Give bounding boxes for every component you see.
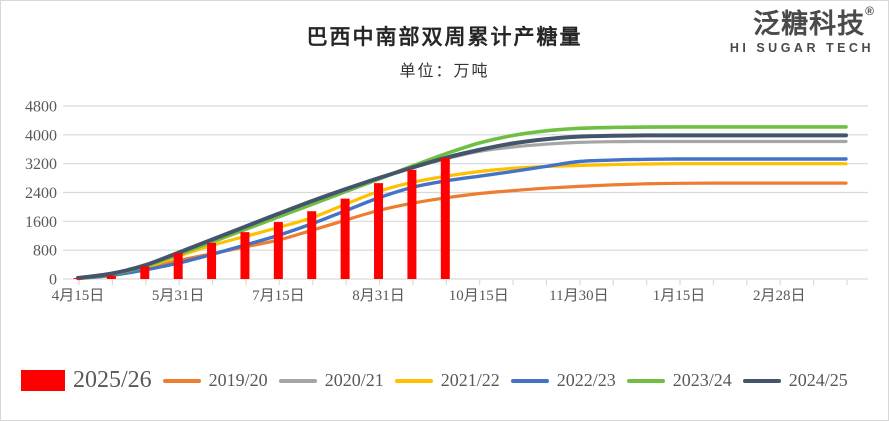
legend-item-2022-23: 2022/23 xyxy=(510,370,616,391)
chart-bar xyxy=(173,253,183,279)
legend-item-2021-22: 2021/22 xyxy=(394,370,500,391)
y-axis-label: 4000 xyxy=(25,127,57,144)
x-axis-label: 5月31日 xyxy=(152,288,205,304)
chart-bar xyxy=(140,266,150,279)
registered-trademark-icon: ® xyxy=(865,4,874,18)
chart-bar xyxy=(207,242,217,279)
chart-line-2023-24 xyxy=(76,125,848,281)
legend-swatch-bar xyxy=(21,370,65,391)
legend-swatch-line xyxy=(742,378,781,383)
chart-legend: 2025/26 2019/20 2020/21 2021/22 2022/23 2023/… xyxy=(1,367,888,394)
chart-bar xyxy=(273,222,283,279)
legend-item-2020-21: 2020/21 xyxy=(278,370,384,391)
chart-line-2024-25 xyxy=(76,133,848,280)
legend-item-2024-25: 2024/25 xyxy=(742,370,848,391)
chart-bar xyxy=(307,211,317,279)
legend-item-2023-24: 2023/24 xyxy=(626,370,732,391)
chart-line-2022-23 xyxy=(76,157,848,281)
legend-label: 2019/20 xyxy=(208,370,268,390)
x-axis-label: 2月28日 xyxy=(753,288,806,304)
x-axis-label: 7月15日 xyxy=(252,288,305,304)
brand-tagline: HI SUGAR TECH xyxy=(729,41,874,55)
legend-item-2019-20: 2019/20 xyxy=(162,370,268,391)
chart-bar xyxy=(73,278,83,279)
chart-bar xyxy=(440,157,450,279)
legend-label: 2024/25 xyxy=(788,370,848,390)
production-chart: 0 800 1600 2400 3200 4000 4800 4月15日 5月31日 7月15日 8… xyxy=(25,99,868,304)
x-axis-label: 11月30日 xyxy=(549,288,608,304)
y-axis-label: 4800 xyxy=(25,99,57,116)
chart-bar xyxy=(240,232,250,279)
y-axis-label: 3200 xyxy=(25,156,57,173)
legend-swatch-line xyxy=(626,378,665,383)
legend-label: 2022/23 xyxy=(556,370,616,390)
chart-bar xyxy=(340,198,350,279)
y-axis-label: 2400 xyxy=(25,185,57,202)
y-axis-label: 0 xyxy=(49,272,57,289)
chart-unit-subtitle: 单位：万吨 xyxy=(399,63,490,80)
legend-label: 2023/24 xyxy=(672,370,732,390)
x-axis-label: 8月31日 xyxy=(352,288,405,304)
legend-label: 2021/22 xyxy=(440,370,500,390)
x-axis-label: 1月15日 xyxy=(653,288,706,304)
x-axis-label: 10月15日 xyxy=(449,288,509,304)
x-axis-label: 4月15日 xyxy=(52,288,105,304)
legend-label: 2025/26 xyxy=(73,367,152,393)
chart-title: 巴西中南部双周累计产糖量 xyxy=(306,25,583,49)
legend-item-2025-26: 2025/26 xyxy=(21,367,152,394)
chart-bar xyxy=(374,183,384,279)
y-axis-label: 1600 xyxy=(25,214,57,231)
legend-swatch-line xyxy=(162,378,201,383)
brand-name: 泛糖科技 xyxy=(753,9,866,39)
chart-bar xyxy=(106,275,116,279)
legend-label: 2020/21 xyxy=(324,370,384,390)
chart-bar xyxy=(407,169,417,279)
legend-swatch-line xyxy=(278,378,317,383)
brand-logo: 泛糖科技® HI SUGAR TECH xyxy=(729,5,874,55)
chart-line-2019-20 xyxy=(76,181,848,280)
y-axis-label: 800 xyxy=(33,243,57,260)
legend-swatch-line xyxy=(394,378,433,383)
legend-swatch-line xyxy=(510,378,549,383)
